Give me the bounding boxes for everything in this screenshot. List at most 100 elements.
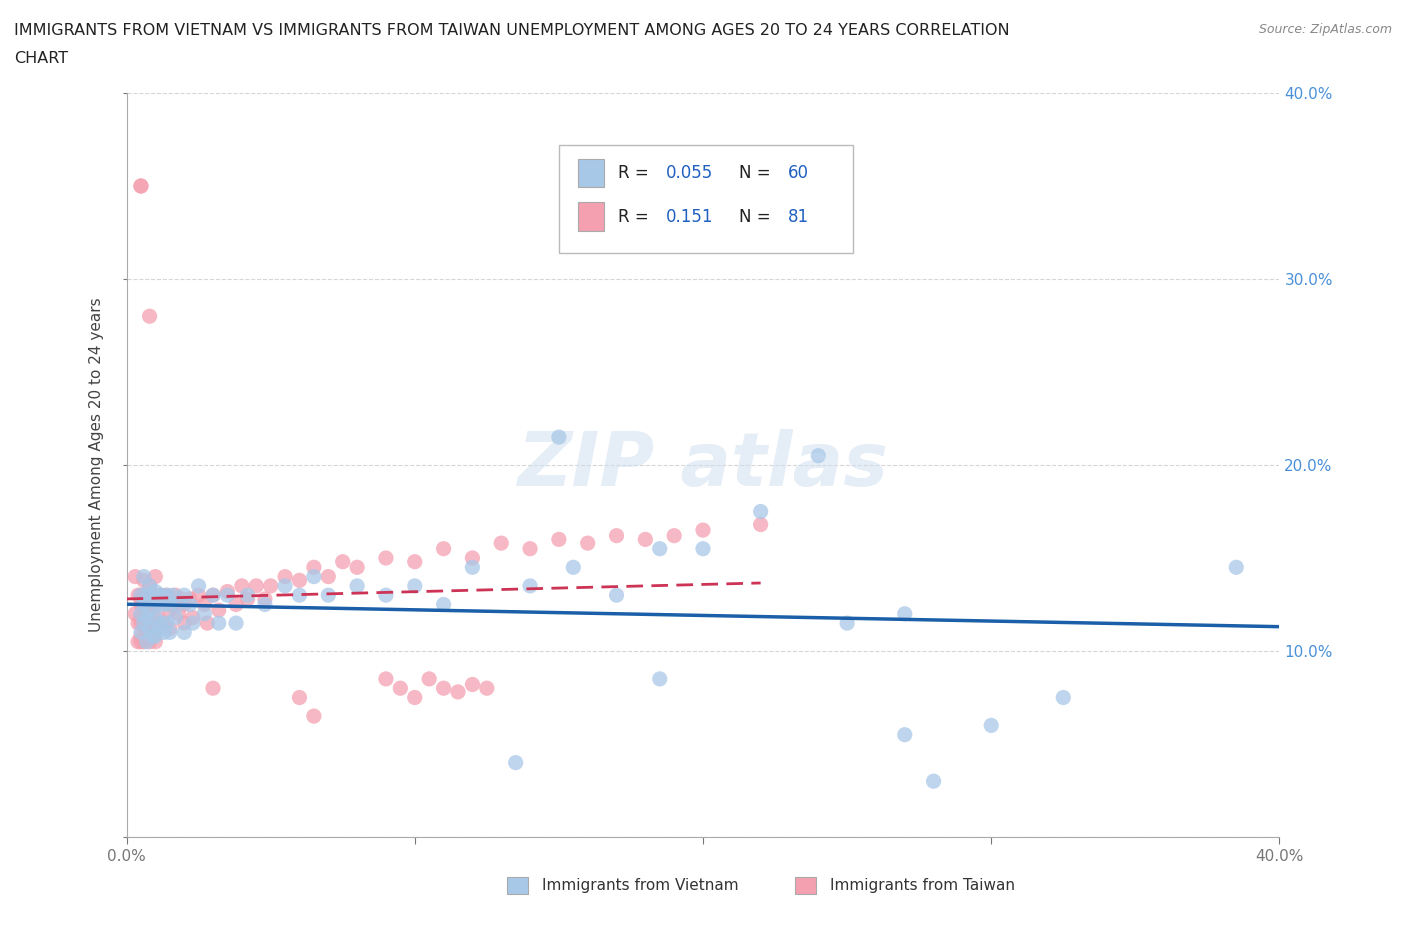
Point bbox=[132, 569, 155, 584]
Point bbox=[433, 541, 456, 556]
Point bbox=[156, 588, 179, 603]
Point bbox=[433, 597, 456, 612]
Point bbox=[162, 597, 184, 612]
Text: N =: N = bbox=[738, 165, 776, 182]
Point bbox=[288, 588, 311, 603]
Point bbox=[141, 616, 163, 631]
Point bbox=[127, 588, 149, 603]
Point bbox=[519, 541, 541, 556]
FancyBboxPatch shape bbox=[578, 159, 603, 188]
Point bbox=[148, 597, 170, 612]
Text: 60: 60 bbox=[789, 165, 810, 182]
Point bbox=[145, 629, 166, 644]
Point bbox=[173, 588, 195, 603]
Point bbox=[253, 591, 276, 606]
Point bbox=[132, 597, 155, 612]
Point bbox=[129, 588, 152, 603]
Point bbox=[346, 560, 368, 575]
Point bbox=[129, 629, 152, 644]
Point bbox=[129, 616, 152, 631]
Point bbox=[138, 597, 160, 612]
Point bbox=[135, 625, 157, 640]
Point bbox=[167, 606, 190, 621]
Point bbox=[217, 584, 239, 599]
Point bbox=[145, 616, 166, 631]
Point bbox=[150, 588, 173, 603]
Point bbox=[138, 621, 160, 636]
Point bbox=[332, 554, 354, 569]
Point bbox=[159, 621, 181, 636]
Text: IMMIGRANTS FROM VIETNAM VS IMMIGRANTS FROM TAIWAN UNEMPLOYMENT AMONG AGES 20 TO : IMMIGRANTS FROM VIETNAM VS IMMIGRANTS FR… bbox=[14, 23, 1010, 38]
Point bbox=[150, 616, 173, 631]
Point bbox=[138, 309, 160, 324]
Point bbox=[225, 597, 247, 612]
Point bbox=[129, 634, 152, 649]
Point bbox=[170, 591, 193, 606]
Point bbox=[749, 517, 772, 532]
Point bbox=[491, 536, 513, 551]
Point bbox=[148, 621, 170, 636]
Point bbox=[181, 616, 204, 631]
Point bbox=[138, 578, 160, 593]
Point bbox=[148, 610, 170, 625]
Point bbox=[132, 616, 155, 631]
Point bbox=[835, 616, 858, 631]
Point bbox=[1052, 690, 1074, 705]
Point bbox=[129, 179, 152, 193]
Text: 0.055: 0.055 bbox=[666, 165, 713, 182]
Point bbox=[692, 541, 714, 556]
Point bbox=[187, 588, 209, 603]
Point bbox=[145, 610, 166, 625]
Point bbox=[404, 690, 426, 705]
FancyBboxPatch shape bbox=[508, 877, 527, 894]
Point bbox=[374, 551, 398, 565]
Point bbox=[404, 554, 426, 569]
Point bbox=[165, 588, 187, 603]
Point bbox=[141, 629, 163, 644]
Point bbox=[648, 541, 671, 556]
Point bbox=[274, 578, 297, 593]
Point bbox=[461, 551, 484, 565]
Point bbox=[193, 597, 215, 612]
Point bbox=[167, 597, 190, 612]
Point bbox=[148, 591, 170, 606]
Text: CHART: CHART bbox=[14, 51, 67, 66]
Point bbox=[159, 597, 181, 612]
Point bbox=[129, 588, 152, 603]
Point bbox=[135, 634, 157, 649]
Point bbox=[132, 573, 155, 588]
Point bbox=[302, 569, 325, 584]
Point bbox=[236, 591, 259, 606]
Point bbox=[132, 634, 155, 649]
Y-axis label: Unemployment Among Ages 20 to 24 years: Unemployment Among Ages 20 to 24 years bbox=[89, 298, 104, 632]
Point bbox=[202, 681, 225, 696]
Text: ZIP atlas: ZIP atlas bbox=[517, 429, 889, 501]
FancyBboxPatch shape bbox=[796, 877, 815, 894]
Point bbox=[173, 625, 195, 640]
Point bbox=[159, 603, 181, 618]
Point bbox=[145, 569, 166, 584]
Point bbox=[150, 588, 173, 603]
Point bbox=[225, 616, 247, 631]
Point bbox=[132, 616, 155, 631]
Point bbox=[634, 532, 657, 547]
Point bbox=[404, 578, 426, 593]
Point bbox=[141, 591, 163, 606]
Point bbox=[129, 610, 152, 625]
Text: N =: N = bbox=[738, 207, 780, 225]
Point bbox=[231, 578, 253, 593]
Point bbox=[253, 597, 276, 612]
Point bbox=[153, 625, 176, 640]
Text: Source: ZipAtlas.com: Source: ZipAtlas.com bbox=[1258, 23, 1392, 36]
Point bbox=[141, 629, 163, 644]
Point bbox=[389, 681, 412, 696]
Point bbox=[519, 578, 541, 593]
Point bbox=[129, 625, 152, 640]
Point bbox=[894, 727, 917, 742]
Point bbox=[606, 528, 628, 543]
Point bbox=[208, 616, 231, 631]
Point bbox=[447, 684, 470, 699]
Point bbox=[132, 591, 155, 606]
Point bbox=[181, 610, 204, 625]
Point bbox=[179, 591, 201, 606]
